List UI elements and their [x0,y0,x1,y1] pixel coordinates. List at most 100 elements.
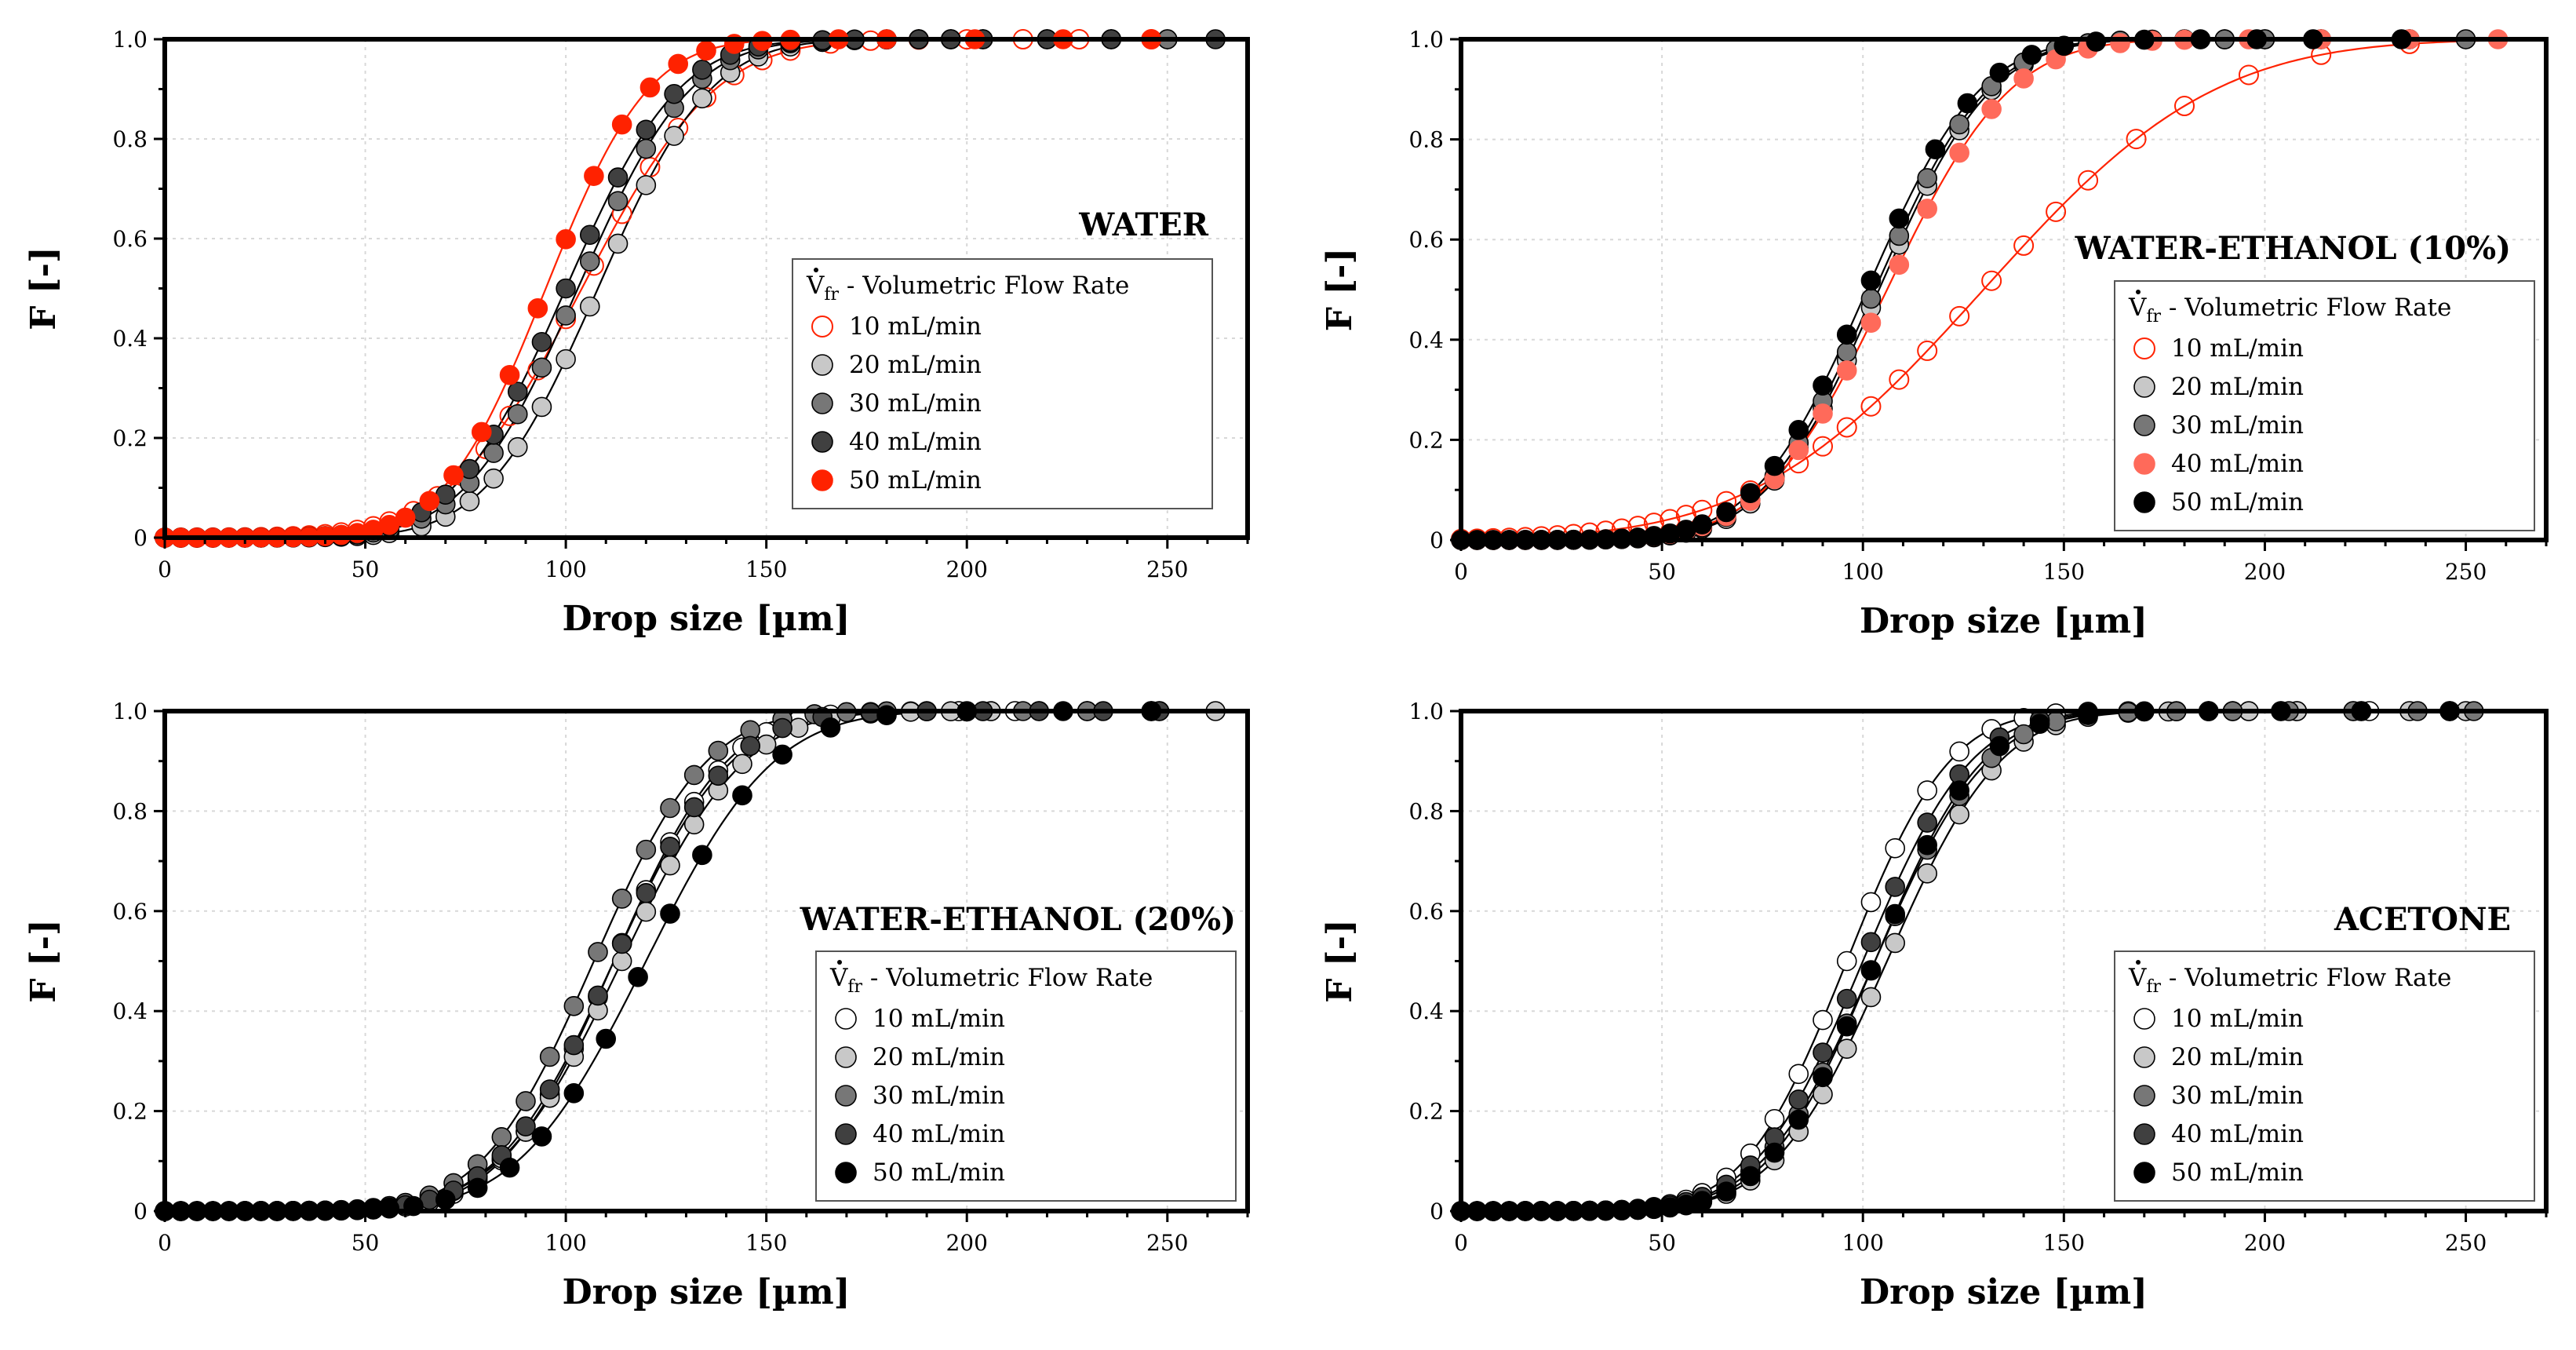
data-point [556,305,576,326]
data-point [668,53,689,75]
y-tick-label: 1.0 [1408,27,1444,53]
y-tick-label: 0.6 [112,226,148,252]
panel-title: ACETONE [2334,901,2511,938]
x-tick-label: 100 [545,1230,586,1256]
legend-title-symbol: V [2128,964,2147,992]
legend-entry-label: 10 mL/min [873,1005,1005,1033]
legend-entry-label: 50 mL/min [2171,488,2304,516]
chart-panel-3: 0 50 100 150 200 250 0 0.2 0.4 0.6 0.8 1.0 Drop size… [24,699,1250,1312]
data-point [696,40,716,61]
legend-entry-label: 40 mL/min [849,428,982,456]
data-point [1917,199,1937,219]
data-point [2046,201,2067,222]
data-point [708,765,729,786]
data-point [1813,1009,1833,1031]
data-point [1889,369,1910,390]
data-point [507,403,528,425]
legend-title-dot [837,960,842,965]
data-point [692,845,712,866]
data-point [2013,68,2034,89]
data-point [1692,514,1713,535]
data-point [636,175,657,195]
data-point [1836,360,1857,381]
legend-marker [2133,376,2155,398]
legend-marker [835,1046,857,1068]
x-tick-label: 200 [2244,559,2286,585]
y-tick-label: 0 [1430,527,1444,553]
y-axis-label: F [-] [1320,248,1360,331]
data-point [1788,1089,1809,1110]
x-tick-label: 150 [2043,1230,2085,1256]
legend-title-dot [814,268,818,272]
data-point [1925,139,1946,160]
data-point [539,1079,560,1100]
data-point [1836,1016,1857,1037]
legend-entry-label: 10 mL/min [849,312,982,341]
data-point [1860,312,1882,334]
data-point [507,436,528,458]
data-point [1889,208,1910,229]
data-point [607,233,629,254]
y-axis-label: F [-] [24,919,64,1002]
data-point [2126,129,2147,150]
x-tick-label: 0 [1454,1230,1468,1256]
data-point [1860,960,1882,981]
data-point [435,1189,456,1210]
y-axis-label: F [-] [1320,919,1360,1002]
data-point [1813,436,1833,457]
data-point [471,421,492,443]
data-point [1917,168,1937,188]
x-tick-label: 100 [1842,559,1883,585]
data-point [660,797,680,819]
x-tick-label: 150 [745,1230,787,1256]
legend-marker [811,316,833,338]
data-point [1813,1084,1833,1105]
y-tick-label: 0.4 [1408,998,1444,1024]
data-point [531,1126,552,1147]
legend-entry-label: 30 mL/min [849,389,982,418]
data-point [1917,812,1937,833]
data-point [1889,225,1910,246]
data-point [772,717,792,739]
y-tick-label: 0 [133,525,148,551]
data-point [636,901,657,922]
data-point [1813,375,1833,396]
data-point [419,491,440,512]
y-axis-label: F [-] [24,246,64,330]
data-point [636,883,657,903]
data-point [692,88,712,109]
data-point [556,348,576,370]
legend-marker [2133,338,2155,359]
data-point [1860,270,1882,291]
legend: Vfr - Volumetric Flow Rate 10 mL/min 20 mL… [792,258,1213,509]
data-point [1836,950,1857,972]
legend-marker [811,469,833,491]
x-tick-label: 50 [352,556,380,582]
legend-entry-label: 30 mL/min [2171,411,2304,440]
x-ticks: 0 50 100 150 200 250 [158,538,1249,582]
legend-marker [2133,1008,2155,1030]
data-point [531,331,552,352]
x-tick-label: 200 [946,556,987,582]
data-point [1788,1064,1809,1085]
legend-title: Vfr - Volumetric Flow Rate [2128,294,2451,327]
data-point [636,119,657,140]
data-point [1716,1181,1736,1202]
legend-entry-label: 50 mL/min [849,466,982,494]
legend-title-text: - Volumetric Flow Rate [2161,964,2451,992]
data-point [708,740,729,761]
legend: Vfr - Volumetric Flow Rate 10 mL/min 20 mL… [2114,280,2535,531]
data-point [607,167,629,188]
data-point [1949,804,1969,825]
legend-title: Vfr - Volumetric Flow Rate [829,964,1153,997]
data-point [1885,932,1905,954]
x-tick-label: 250 [1146,1230,1188,1256]
data-point [740,735,761,757]
legend-title: Vfr - Volumetric Flow Rate [2128,964,2451,997]
legend-title-symbol: V [829,964,848,992]
x-tick-label: 150 [745,556,787,582]
data-point [483,468,504,489]
data-point [516,1091,536,1111]
data-point [1949,741,1969,762]
data-point [628,967,648,987]
